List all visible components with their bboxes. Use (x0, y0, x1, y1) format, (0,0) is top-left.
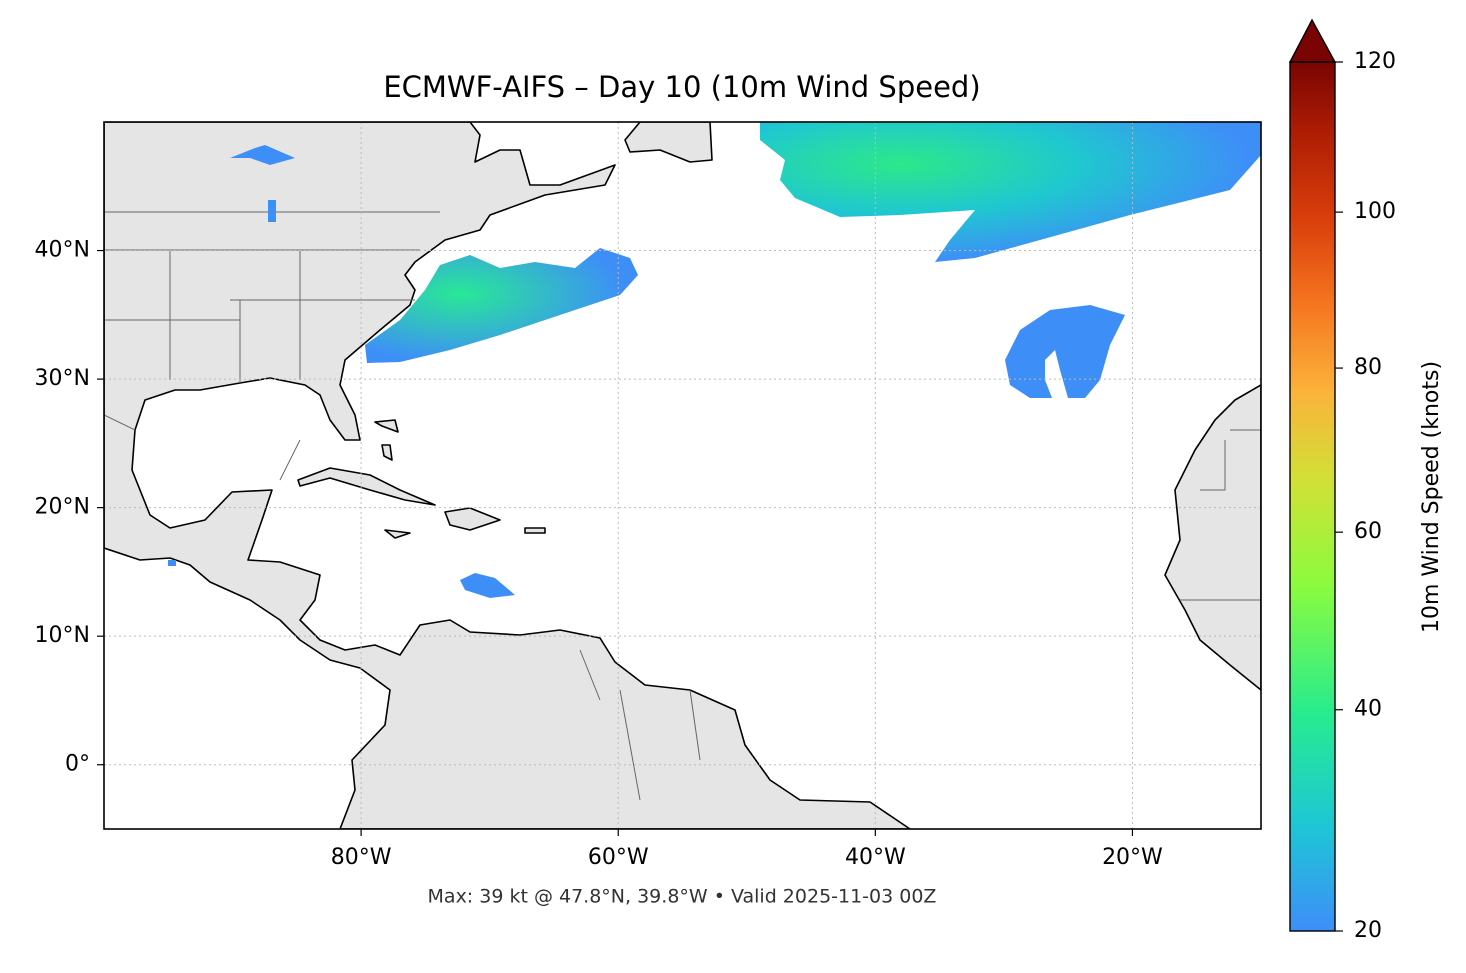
colorbar-tick-label: 60 (1354, 519, 1382, 544)
y-tick-label: 20°N (35, 495, 90, 520)
y-tick-label: 40°N (35, 238, 90, 263)
colorbar-tick-label: 40 (1354, 697, 1382, 722)
x-tick-label: 40°W (845, 845, 906, 870)
map-footer: Max: 39 kt @ 47.8°N, 39.8°W • Valid 2025… (428, 886, 937, 908)
newfoundland (624, 122, 713, 163)
y-tick-label: 0° (65, 752, 90, 777)
colorbar (1289, 61, 1336, 932)
y-tick-label: 10°N (35, 623, 90, 648)
africa (1164, 384, 1261, 691)
colorbar-tick-label: 120 (1354, 49, 1396, 74)
x-tick-label: 80°W (331, 845, 392, 870)
colorbar-tick-label: 20 (1354, 918, 1382, 943)
colorbar-tick-label: 100 (1354, 199, 1396, 224)
hispaniola (444, 507, 501, 531)
bahamas (374, 419, 399, 461)
x-tick-label: 20°W (1102, 845, 1163, 870)
colorbar-tick-label: 80 (1354, 355, 1382, 380)
colorbar-extension (1288, 18, 1337, 63)
map-area (104, 122, 1261, 829)
jamaica (384, 529, 411, 539)
x-tick-label: 60°W (588, 845, 649, 870)
cuba (297, 467, 436, 506)
wind-field (168, 122, 1261, 598)
puerto-rico (524, 527, 546, 534)
colorbar-label: 10m Wind Speed (knots) (1419, 361, 1444, 633)
americas (104, 122, 911, 829)
map-title: ECMWF-AIFS – Day 10 (10m Wind Speed) (383, 70, 980, 104)
map-frame (103, 121, 1262, 830)
y-tick-label: 30°N (35, 366, 90, 391)
